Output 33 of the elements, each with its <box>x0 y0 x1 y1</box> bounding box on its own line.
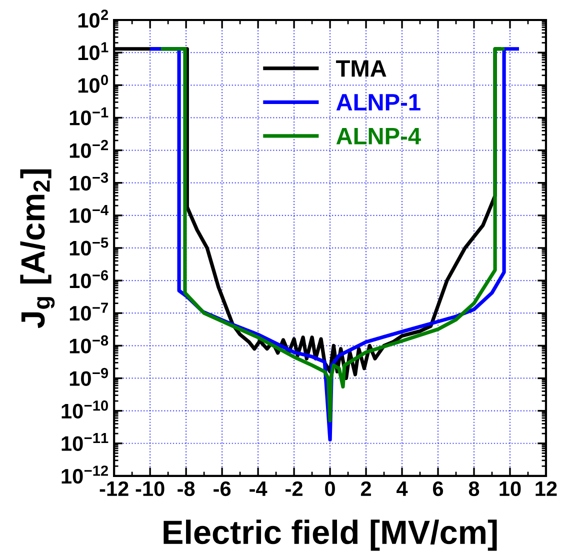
y-axis-title: J$_{g}$ [A/cm$_{2}$] <box>20 169 55 328</box>
y-tick-label: 10$^{−5}$ <box>70 238 108 256</box>
x-tick-label: -8 <box>178 481 195 496</box>
x-axis-title: Electric field [MV/cm] <box>164 520 497 551</box>
x-tick-label: -12 <box>100 481 128 496</box>
x-tick-label: -2 <box>286 481 302 496</box>
x-tick-label: -4 <box>250 482 268 496</box>
x-tick-label: 10 <box>500 481 521 496</box>
y-tick-label: 10$^{−3}$ <box>70 172 108 191</box>
y-tick-label: 10$^{0}$ <box>78 74 108 93</box>
x-tick-label: 12 <box>536 481 557 496</box>
y-tick-label: 10$^{−10}$ <box>62 400 108 419</box>
y-tick-label: 10$^{2}$ <box>78 10 108 28</box>
x-tick-label: 6 <box>432 481 444 496</box>
y-tick-label: 10$^{−2}$ <box>70 140 108 158</box>
x-tick-label: 2 <box>360 481 371 496</box>
x-tick-label: -6 <box>214 481 231 496</box>
x-tick-label: 0 <box>325 481 335 496</box>
y-tick-label: 10$^{−6}$ <box>70 270 108 288</box>
y-tick-label: 10$^{−12}$ <box>62 466 108 484</box>
y-tick-label: 10$^{−11}$ <box>62 433 108 451</box>
y-tick-label: 10$^{−1}$ <box>70 107 108 126</box>
legend-label: TMA <box>336 60 386 77</box>
x-tick-label: 4 <box>396 482 408 496</box>
x-tick-label: -10 <box>136 481 164 496</box>
legend-label: ALNP-1 <box>336 94 420 110</box>
y-tick-label: 10$^{−7}$ <box>70 302 108 321</box>
y-tick-label: 10$^{1}$ <box>78 42 108 60</box>
x-tick-label: 8 <box>468 481 480 496</box>
y-tick-label: 10$^{−4}$ <box>70 205 109 223</box>
y-tick-label: 10$^{−9}$ <box>70 368 108 386</box>
y-tick-label: 10$^{−8}$ <box>70 335 108 354</box>
legend-label: ALNP-4 <box>336 128 421 144</box>
